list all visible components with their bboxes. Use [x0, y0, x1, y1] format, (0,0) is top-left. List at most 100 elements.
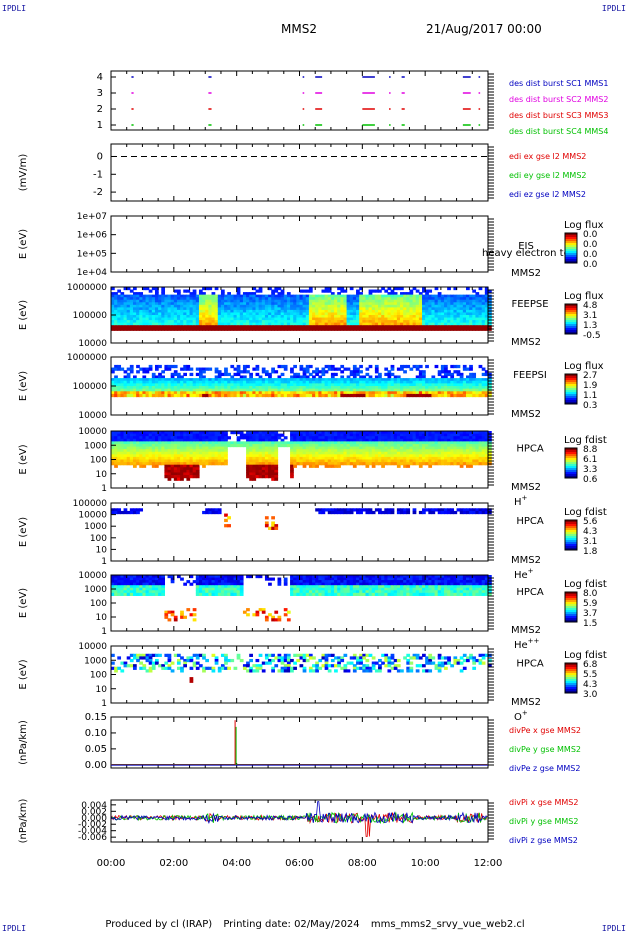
hpca-h-spectro-cell — [472, 436, 477, 440]
feepse-spectro-cell — [189, 327, 194, 331]
feepse-spectro-cell — [359, 292, 363, 296]
feepse-spectro-cell — [148, 289, 153, 293]
feepse-spectro-cell — [283, 320, 288, 324]
feepse-spectro-cell — [129, 317, 134, 321]
feepsi-spectro-cell — [484, 380, 489, 384]
hpca-h-spectro-cell — [246, 472, 250, 476]
hpca-h-spectro-cell — [290, 462, 294, 466]
hpca-h-spectro-cell — [271, 443, 275, 448]
feepsi-spectro-cell — [371, 383, 376, 387]
feepse-spectro-cell — [154, 297, 159, 301]
feepse-spectro-cell — [488, 299, 492, 303]
feepse-spectro-cell — [167, 302, 172, 306]
hpca-h-spectro-cell — [195, 467, 200, 471]
feepse-spectro-cell — [469, 322, 473, 326]
feepse-spectro-cell — [381, 307, 385, 311]
hpca-h-spectro-cell — [139, 436, 144, 440]
hpca-h-spectro-cell — [374, 446, 379, 450]
feepse-spectro-cell — [173, 297, 178, 301]
feepsi-spectro-cell — [459, 372, 464, 377]
hpca-h-spectro-cell — [425, 449, 429, 453]
feepsi-spectro-cell — [334, 367, 338, 371]
feepsi-spectro-cell — [327, 383, 332, 387]
feepsi-spectro-cell — [390, 380, 395, 384]
feepse-spectro-cell — [277, 322, 282, 326]
feepse-spectro-cell — [400, 315, 404, 319]
hpca-h-spectro-cell — [387, 446, 392, 450]
feepse-spectro-cell — [233, 325, 238, 329]
hpca-h-spectro-cell — [120, 443, 125, 448]
feepse-spectro-cell — [249, 320, 253, 324]
hpca-h-spectro-cell — [192, 469, 197, 474]
feepse-spectro-cell — [459, 299, 464, 303]
hpca-h-spectro-cell — [198, 441, 203, 445]
hpca-h-spectro-cell — [136, 446, 140, 450]
hpca-h-spectro-cell — [220, 436, 225, 440]
feepsi-spectro-cell — [334, 372, 338, 377]
hpca-h-spectro-cell — [290, 459, 294, 463]
feepsi-spectro-cell — [387, 383, 392, 387]
hpca-h-spectro-cell — [136, 462, 140, 466]
feepse-spectro-cell — [277, 309, 282, 314]
hpca-h-spectro-cell — [249, 443, 253, 448]
hpca-h-spectro-cell — [167, 441, 172, 445]
feepsi-spectro-cell — [233, 383, 238, 387]
feepsi-spectro-cell — [403, 383, 407, 387]
feepsi-spectro-cell — [132, 375, 137, 379]
feepse-spectro-cell — [412, 317, 417, 321]
feepse-spectro-cell — [346, 315, 351, 319]
feepsi-spectro-cell — [381, 391, 385, 395]
hpca-h-spectro-cell — [327, 456, 332, 461]
feepse-spectro-cell — [176, 320, 181, 324]
feepse-spectro-cell — [264, 297, 269, 301]
hpca-h-spectro-cell — [274, 436, 279, 440]
hpca-h-spectro-cell — [390, 446, 395, 450]
feepse-spectro-cell — [202, 317, 206, 321]
feepsi-spectro-cell — [217, 378, 222, 382]
hpca-h-spectro-cell — [164, 456, 169, 461]
hpca-h-spectro-cell — [415, 446, 420, 450]
hpca-h-spectro-cell — [180, 472, 184, 476]
feepsi-spectro-cell — [447, 372, 451, 377]
feepse-spectro-cell — [453, 322, 458, 326]
feepse-spectro-cell — [371, 289, 376, 293]
feepse-spectro-cell — [280, 304, 285, 308]
hpca-h-spectro-cell — [403, 451, 407, 455]
hpca-h-spectro-cell — [359, 446, 363, 450]
feepsi-spectro-cell — [211, 380, 216, 384]
hpca-h-spectro-cell — [264, 449, 269, 453]
hpca-h-spectro-cell — [142, 456, 147, 461]
hpca-h-spectro-cell — [220, 449, 225, 453]
hpca-h-spectro-cell — [208, 443, 213, 448]
feepse-spectro-cell — [239, 297, 244, 301]
hpca-h-spectro-cell — [183, 449, 187, 453]
feepse-spectro-cell — [236, 297, 241, 301]
hpca-h-spectro-cell — [296, 449, 301, 453]
feepsi-spectro-cell — [428, 386, 433, 390]
feepse-spectro-cell — [123, 294, 128, 298]
hpca-h-spectro-cell — [400, 462, 404, 466]
feepsi-spectro-cell — [321, 367, 326, 371]
hpca-h-spectro-cell — [246, 431, 250, 435]
feepsi-spectro-cell — [425, 386, 429, 390]
feepse-spectro-cell — [312, 325, 316, 329]
feepsi-spectro-cell — [170, 386, 175, 390]
feepse-spectro-cell — [403, 294, 407, 298]
feepsi-spectro-cell — [324, 388, 329, 392]
feepse-spectro-cell — [308, 309, 313, 314]
feepsi-spectro-cell — [409, 393, 414, 398]
feepsi-spectro-cell — [198, 367, 203, 371]
hpca-h-spectro-cell — [293, 431, 297, 435]
feepse-spectro-cell — [472, 302, 477, 306]
hpca-h-spectro-cell — [173, 456, 178, 461]
feepsi-spectro-cell — [431, 380, 436, 384]
hpca-h-spectro-cell — [164, 472, 169, 476]
feepsi-spectro-cell — [308, 386, 313, 390]
feepsi-spectro-cell — [176, 375, 181, 379]
feepse-spectro-cell — [170, 320, 175, 324]
feepse-spectro-cell — [453, 304, 458, 308]
feepse-spectro-cell — [224, 299, 228, 303]
feepse-spectro-cell — [415, 309, 420, 314]
hpca-h-spectro-cell — [198, 443, 203, 448]
feepsi-spectro-cell — [321, 383, 326, 387]
